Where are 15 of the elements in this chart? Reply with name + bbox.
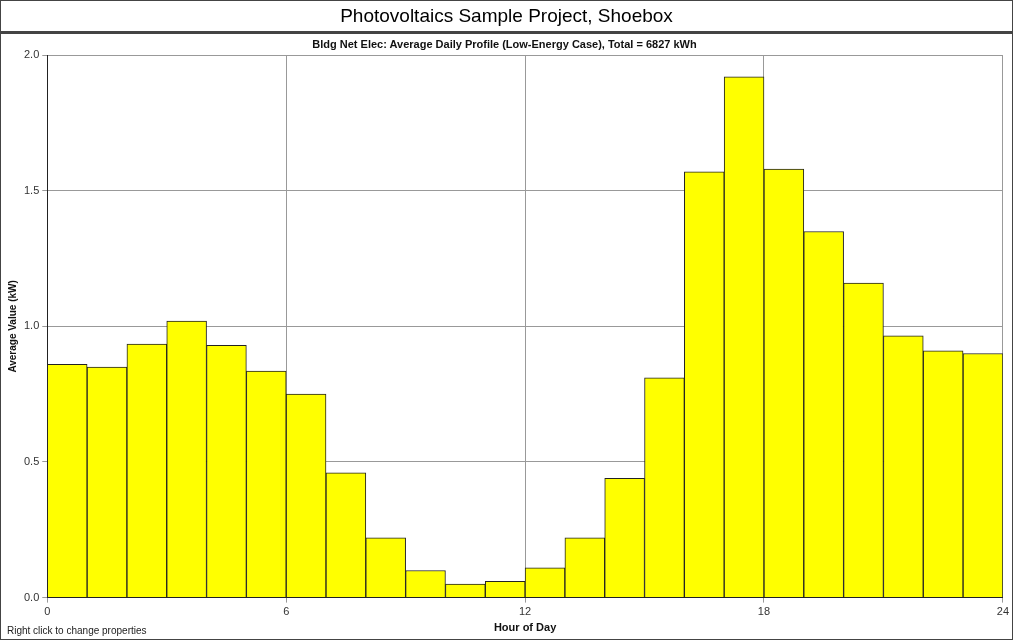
y-tick-label: 1.0 [23,319,40,332]
chart-title: Photovoltaics Sample Project, Shoebox [1,1,1012,34]
x-tick-label: 0 [44,605,51,618]
text: Right click to change properties [7,624,147,636]
x-tick-label: 6 [283,605,290,618]
x-tick-label: 24 [996,605,1010,618]
y-tick-label: 1.5 [23,183,40,196]
y-tick-label: 0.5 [23,455,40,468]
x-tick-label: 12 [518,605,532,618]
y-tick-label: 0.0 [23,590,40,603]
y-axis-title: Average Value (kW) [6,280,18,373]
chart-subtitle: Bldg Net Elec: Average Daily Profile (Low-Energy Case), Total = 6827 kWh [312,37,697,50]
x-tick-label: 18 [757,605,771,618]
x-axis-title: Hour of Day [493,621,558,634]
y-tick-label: 2.0 [23,48,40,61]
